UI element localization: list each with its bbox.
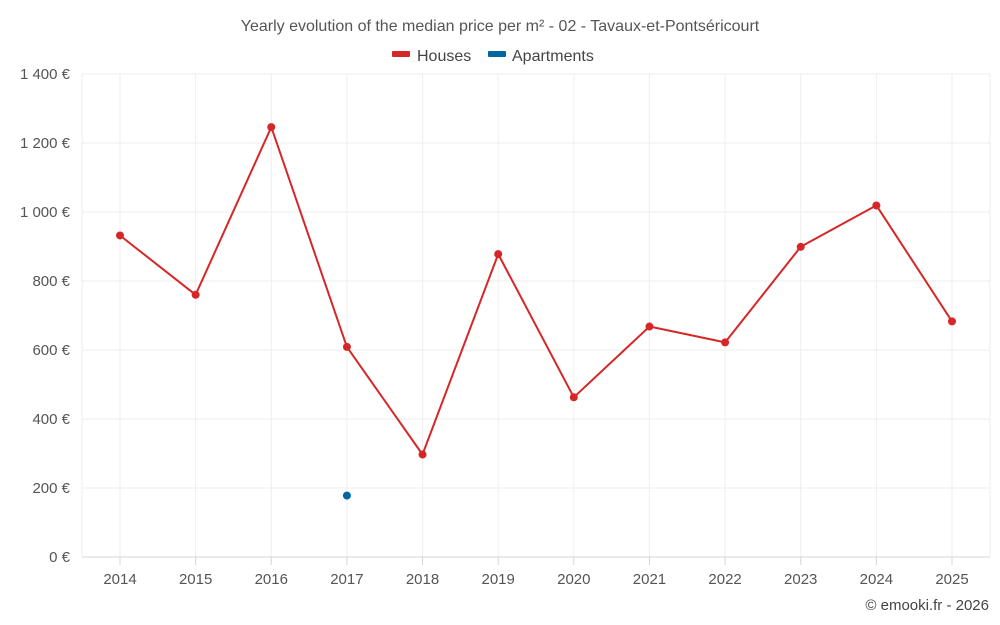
y-tick-label: 200 € — [32, 480, 70, 497]
legend-item-apartments[interactable]: Apartments — [488, 48, 594, 65]
series-apartments — [342, 491, 351, 500]
data-point-houses-2021[interactable] — [645, 322, 654, 331]
data-point-houses-2020[interactable] — [569, 393, 578, 402]
x-tick-label: 2024 — [860, 571, 893, 588]
y-tick-label: 600 € — [32, 342, 70, 359]
y-tick-label: 800 € — [32, 273, 70, 290]
legend-swatch-apartments — [488, 51, 506, 57]
credit-text: © emooki.fr - 2026 — [865, 597, 989, 614]
x-tick-label: 2025 — [935, 571, 968, 588]
x-tick-label: 2020 — [557, 571, 590, 588]
chart-title: Yearly evolution of the median price per… — [241, 18, 760, 35]
legend: Houses Apartments — [392, 48, 594, 65]
x-tick-label: 2017 — [330, 571, 363, 588]
data-point-houses-2022[interactable] — [721, 338, 730, 347]
x-tick-label: 2014 — [103, 571, 136, 588]
legend-swatch-houses — [392, 51, 410, 57]
x-tick-label: 2019 — [481, 571, 514, 588]
y-tick-label: 1 200 € — [20, 135, 71, 152]
y-axis-labels: 0 € 200 € 400 € 600 € 800 € 1 000 € 1 200 € 1 4… — [20, 66, 71, 566]
legend-item-houses[interactable]: Houses — [392, 48, 471, 65]
x-tick-label: 2015 — [179, 571, 212, 588]
x-tick-label: 2022 — [708, 571, 741, 588]
grid — [81, 73, 991, 558]
x-tick-label: 2016 — [255, 571, 288, 588]
data-point-houses-2017[interactable] — [342, 342, 351, 351]
data-point-houses-2015[interactable] — [191, 290, 200, 299]
x-tick-label: 2018 — [406, 571, 439, 588]
y-tick-label: 1 000 € — [20, 204, 71, 221]
legend-label-apartments: Apartments — [512, 48, 594, 65]
x-tick-label: 2021 — [633, 571, 666, 588]
data-point-houses-2019[interactable] — [494, 250, 503, 259]
series — [116, 123, 956, 500]
data-point-houses-2023[interactable] — [796, 242, 805, 251]
data-point-houses-2018[interactable] — [418, 450, 427, 459]
data-point-houses-2024[interactable] — [872, 201, 881, 210]
data-point-houses-2016[interactable] — [267, 123, 276, 132]
series-line-houses — [119, 126, 953, 456]
y-tick-label: 1 400 € — [20, 66, 71, 83]
data-point-houses-2014[interactable] — [116, 231, 124, 240]
y-tick-label: 0 € — [49, 549, 71, 566]
data-point-houses-2025[interactable] — [948, 317, 956, 326]
data-point-apartments-2017[interactable] — [342, 491, 351, 500]
y-tick-label: 400 € — [32, 411, 70, 428]
x-tick-label: 2023 — [784, 571, 817, 588]
x-axis-labels: 2014 2015 2016 2017 2018 2019 2020 2021 2022 2023… — [103, 557, 969, 588]
legend-label-houses: Houses — [417, 48, 471, 65]
series-houses — [116, 123, 956, 459]
